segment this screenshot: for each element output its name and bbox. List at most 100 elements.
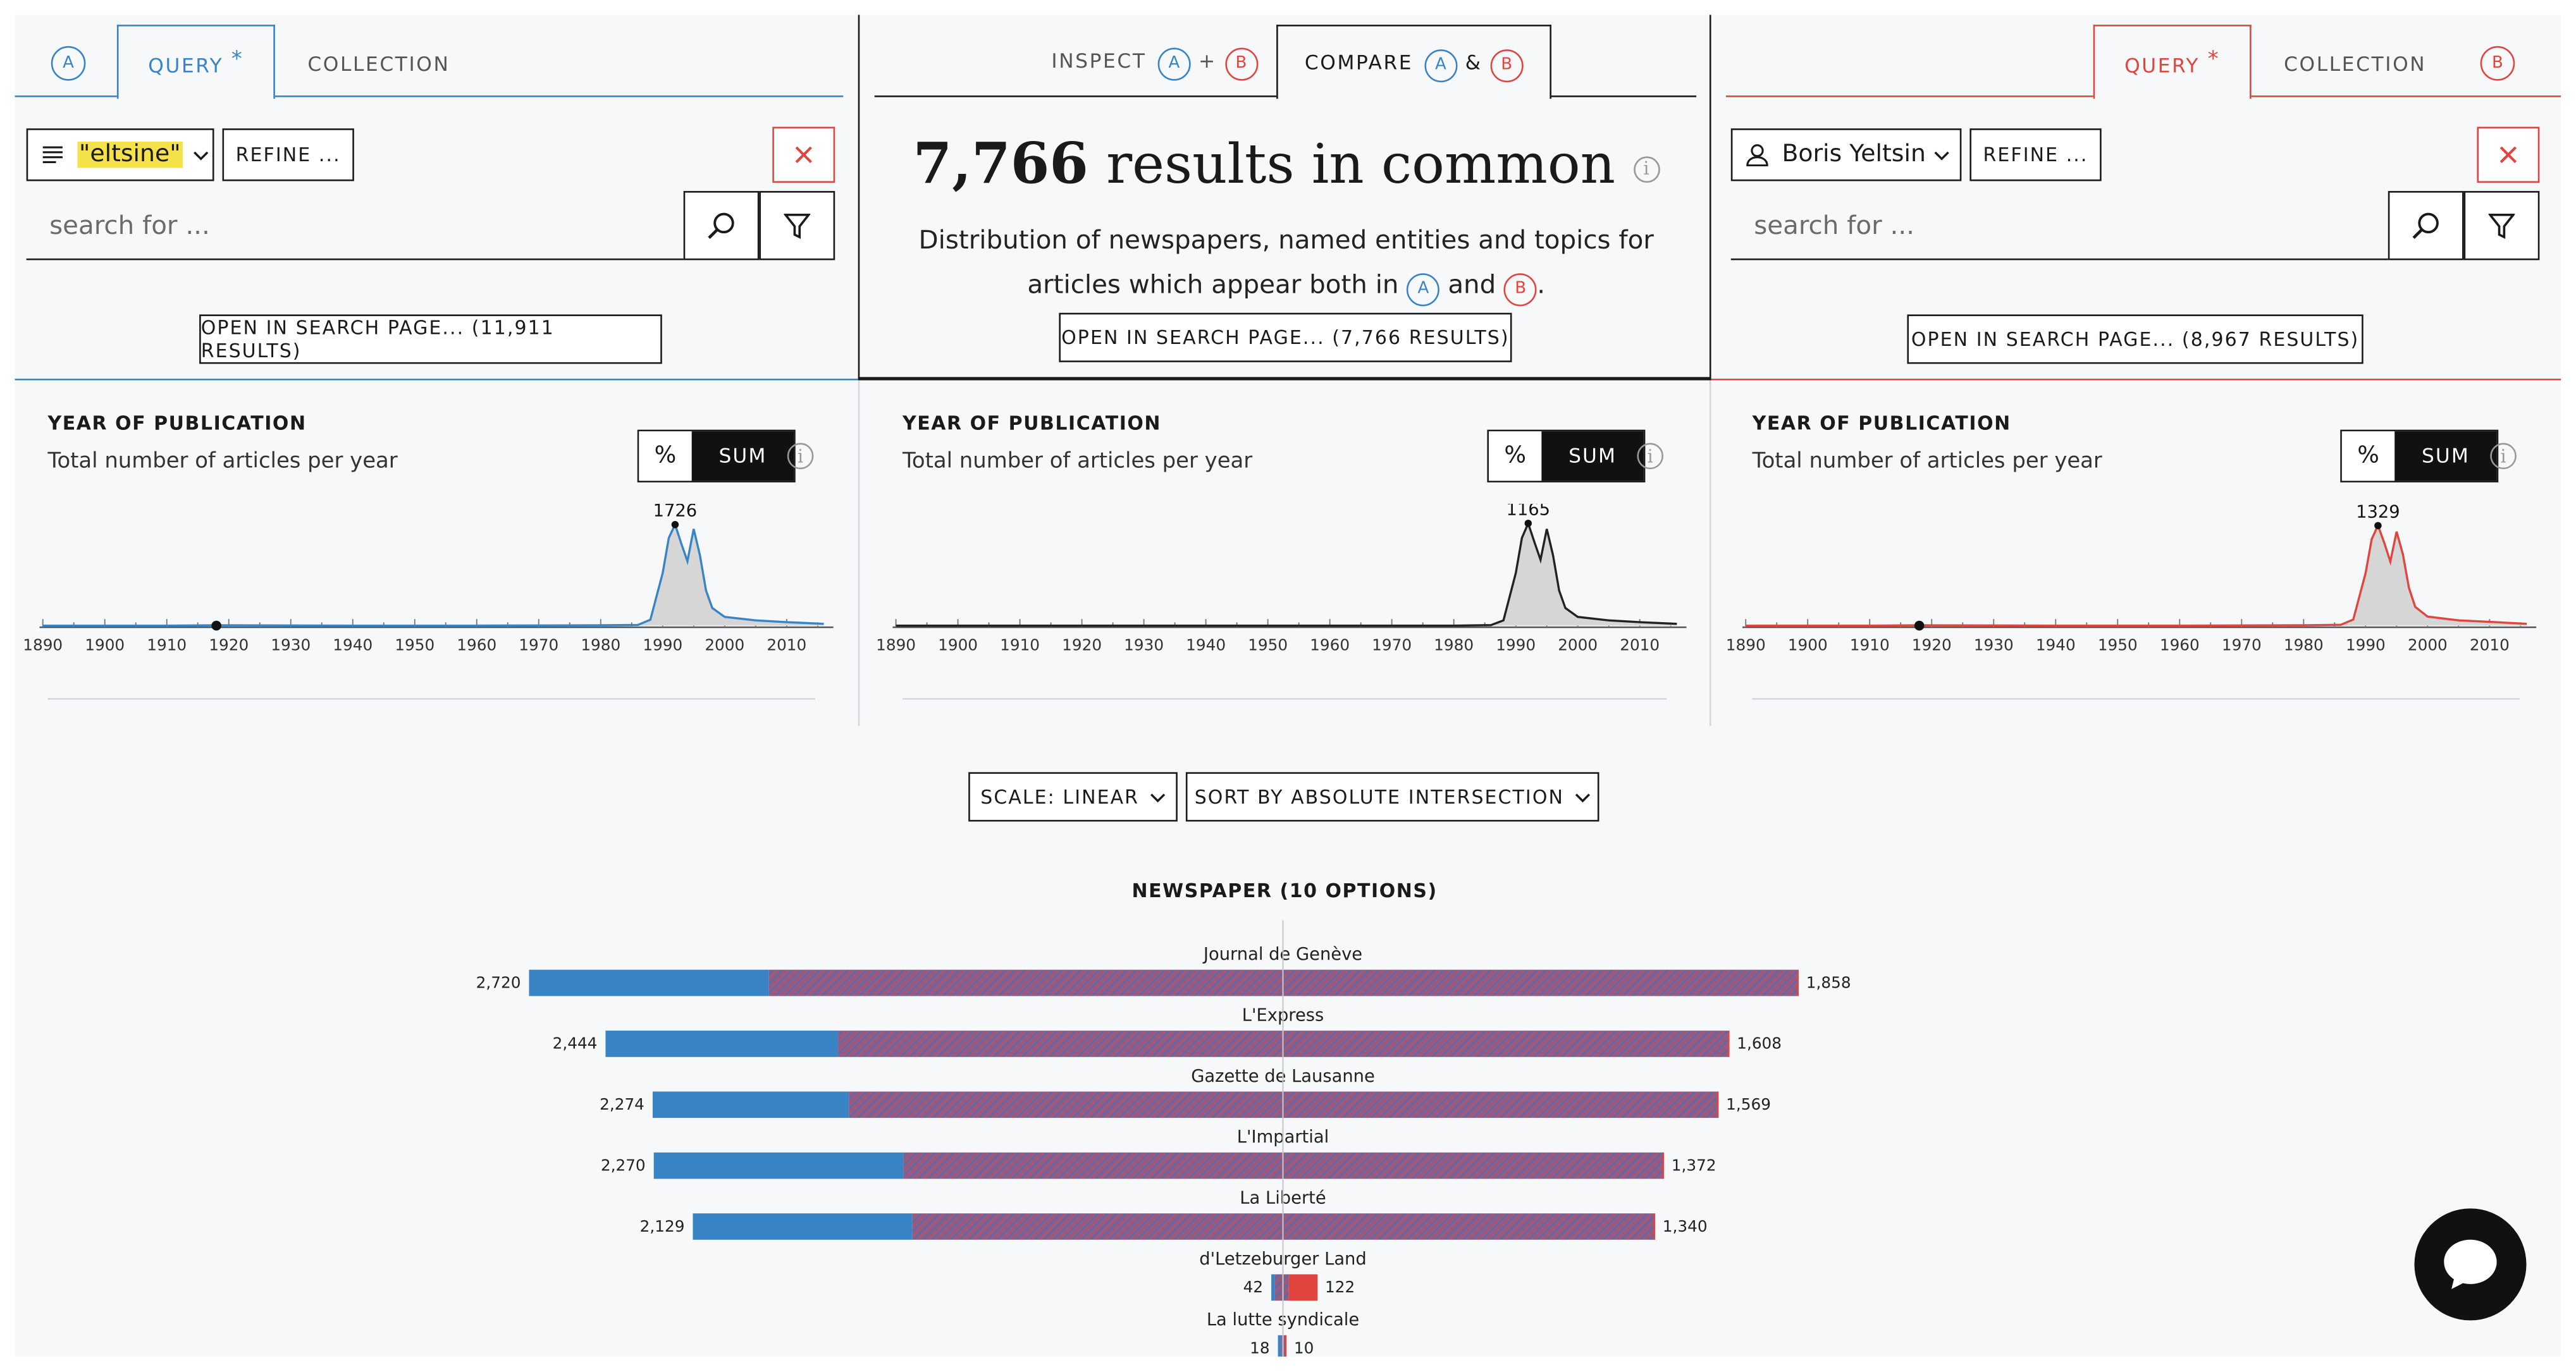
bar-value-a: 2,270 bbox=[601, 1156, 646, 1174]
tab-collection-a[interactable]: COLLECTION bbox=[288, 25, 469, 99]
tab-underline-b bbox=[1725, 95, 2095, 97]
bar-a-only[interactable] bbox=[652, 1091, 849, 1118]
scale-toggle-b[interactable]: % SUM bbox=[2340, 429, 2499, 482]
year-chart-b-hover-marker[interactable] bbox=[1914, 620, 1925, 631]
tab-query-b[interactable]: QUERY * bbox=[2093, 25, 2252, 99]
search-button-a[interactable] bbox=[683, 191, 760, 260]
sort-dropdown[interactable]: SORT BY ABSOLUTE INTERSECTION bbox=[1185, 772, 1599, 822]
year-title-a: YEAR OF PUBLICATION bbox=[47, 412, 307, 435]
bar-a-only[interactable] bbox=[693, 1213, 913, 1240]
toggle-percent-a[interactable]: % bbox=[639, 431, 692, 481]
panel-b-bottom-border bbox=[1711, 378, 2561, 381]
bar-intersection[interactable] bbox=[1274, 1274, 1289, 1301]
tab-query-a[interactable]: QUERY * bbox=[116, 25, 275, 99]
badge-b-inspect: B bbox=[1224, 47, 1258, 81]
info-icon[interactable]: i bbox=[787, 443, 814, 470]
tab-inspect[interactable]: INSPECT A + B bbox=[1031, 25, 1278, 99]
search-input-b[interactable] bbox=[1730, 191, 2390, 260]
bar-a-only[interactable] bbox=[653, 1152, 904, 1179]
scale-toggle-a[interactable]: % SUM bbox=[637, 429, 796, 482]
info-icon[interactable]: i bbox=[2490, 443, 2517, 470]
compare-header-bottom-border bbox=[858, 377, 1711, 381]
close-icon bbox=[795, 146, 812, 163]
year-chart-a-axis-label: 1970 bbox=[519, 636, 558, 654]
tab-compare[interactable]: COMPARE A & B bbox=[1276, 25, 1551, 99]
description-and: and bbox=[1448, 270, 1496, 300]
tab-collection-b-label: COLLECTION bbox=[2284, 52, 2427, 76]
badge-a-compare: A bbox=[1424, 49, 1458, 83]
bar-value-b: 1,372 bbox=[1672, 1156, 1716, 1174]
year-chart-a-axis-label: 1940 bbox=[333, 636, 373, 654]
year-chart-compare-peak-label: 1165 bbox=[1506, 504, 1550, 520]
search-input-a[interactable] bbox=[26, 191, 686, 260]
year-chart-a-area bbox=[42, 524, 824, 626]
filter-button-a[interactable] bbox=[759, 191, 835, 260]
bar-value-a: 2,274 bbox=[600, 1095, 644, 1113]
bar-a-only[interactable] bbox=[529, 969, 769, 996]
toggle-sum-compare[interactable]: SUM bbox=[1541, 431, 1644, 481]
toggle-sum-a[interactable]: SUM bbox=[691, 431, 794, 481]
bar-b-only[interactable] bbox=[1288, 1274, 1317, 1301]
year-chart-b-axis-label: 1900 bbox=[1788, 636, 1828, 654]
info-icon[interactable]: i bbox=[1633, 156, 1660, 183]
open-search-page-button-compare[interactable]: OPEN IN SEARCH PAGE... (7,766 RESULTS) bbox=[1059, 312, 1512, 362]
description-end: . bbox=[1537, 270, 1546, 300]
search-button-b[interactable] bbox=[2388, 191, 2464, 260]
year-chart-a-axis-label: 1890 bbox=[23, 636, 63, 654]
tab-collection-b[interactable]: COLLECTION bbox=[2265, 25, 2446, 99]
scale-dropdown[interactable]: SCALE: LINEAR bbox=[968, 772, 1178, 822]
refine-button-b[interactable]: REFINE ... bbox=[1969, 128, 2102, 181]
panel-compare-header: INSPECT A + B COMPARE A & B 7,766 result… bbox=[858, 15, 1713, 381]
year-subtitle-b: Total number of articles per year bbox=[1752, 449, 2102, 474]
tab-compare-label: COMPARE bbox=[1304, 51, 1414, 75]
year-title-compare: YEAR OF PUBLICATION bbox=[902, 412, 1162, 435]
year-chart-compare-axis-label: 1930 bbox=[1124, 636, 1164, 654]
ampersand: & bbox=[1465, 51, 1482, 75]
year-chart-a-hover-marker[interactable] bbox=[211, 620, 221, 631]
user-icon bbox=[1746, 144, 1768, 167]
bar-a-only[interactable] bbox=[1271, 1274, 1275, 1301]
query-filter-chip-b[interactable]: Boris Yeltsin bbox=[1730, 128, 1962, 181]
scale-toggle-compare[interactable]: % SUM bbox=[1487, 429, 1646, 482]
badge-a-inspect: A bbox=[1157, 47, 1191, 81]
bar-value-a: 2,129 bbox=[640, 1217, 685, 1235]
open-search-page-button-b[interactable]: OPEN IN SEARCH PAGE... (8,967 RESULTS) bbox=[1907, 314, 2363, 364]
tab-collection-a-label: COLLECTION bbox=[307, 52, 450, 76]
description-line-2: articles which appear both in A and B. bbox=[860, 264, 1713, 308]
bar-value-b: 1,340 bbox=[1663, 1217, 1708, 1235]
tab-query-a-label: QUERY bbox=[148, 54, 224, 78]
query-filter-chip-a[interactable]: "eltsine" bbox=[26, 128, 214, 181]
bar-value-b: 122 bbox=[1325, 1278, 1355, 1296]
year-chart-a-axis-label: 2010 bbox=[767, 636, 806, 654]
year-chart-b-axis-label: 1890 bbox=[1726, 636, 1766, 654]
year-chart-a-axis-label: 1930 bbox=[271, 636, 311, 654]
badge-b: B bbox=[2480, 46, 2515, 81]
sort-dropdown-label: SORT BY ABSOLUTE INTERSECTION bbox=[1194, 785, 1564, 809]
results-headline: 7,766 results in common i bbox=[860, 127, 1713, 203]
toggle-percent-compare[interactable]: % bbox=[1489, 431, 1542, 481]
bar-value-a: 2,720 bbox=[476, 973, 521, 991]
chat-button[interactable] bbox=[2414, 1208, 2527, 1321]
bar-a-only[interactable] bbox=[605, 1031, 839, 1057]
year-subtitle-compare: Total number of articles per year bbox=[902, 449, 1253, 474]
filter-button-b[interactable] bbox=[2463, 191, 2540, 260]
year-chart-compare-axis-label: 1910 bbox=[1000, 636, 1040, 654]
toggle-percent-b[interactable]: % bbox=[2341, 431, 2395, 481]
remove-query-button-a[interactable] bbox=[772, 126, 835, 183]
year-title-b: YEAR OF PUBLICATION bbox=[1752, 412, 2011, 435]
description-pre: articles which appear both in bbox=[1027, 270, 1399, 300]
tab-query-b-label: QUERY bbox=[2124, 54, 2200, 78]
year-chart-compare-axis-label: 1940 bbox=[1186, 636, 1226, 654]
panel-a-bottom-border bbox=[15, 378, 858, 381]
chevron-down-icon bbox=[193, 150, 208, 160]
toggle-sum-b[interactable]: SUM bbox=[2394, 431, 2497, 481]
column-divider-2 bbox=[1709, 380, 1711, 726]
remove-query-button-b[interactable] bbox=[2477, 126, 2540, 183]
bar-a-only[interactable] bbox=[1278, 1335, 1281, 1357]
info-icon[interactable]: i bbox=[1637, 443, 1664, 470]
open-search-page-button-a[interactable]: OPEN IN SEARCH PAGE... (11,911 RESULTS) bbox=[199, 314, 662, 364]
chat-bubble-icon bbox=[2444, 1239, 2497, 1289]
refine-button-a[interactable]: REFINE ... bbox=[222, 128, 354, 181]
year-section-a: YEAR OF PUBLICATION Total number of arti… bbox=[15, 381, 858, 710]
